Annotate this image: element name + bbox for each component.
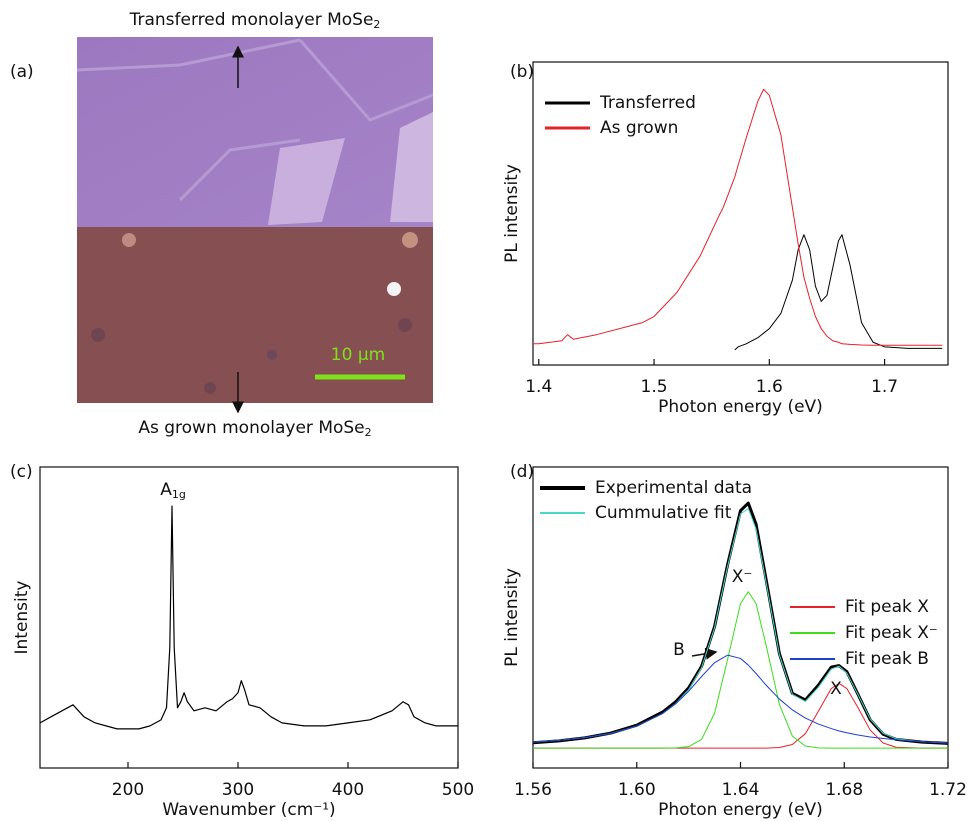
y-axis-label: PL intensity <box>502 164 522 263</box>
particle <box>91 328 105 342</box>
x-tick-label: 1.5 <box>641 377 668 397</box>
legend-label: Fit peak X⁻ <box>845 623 938 643</box>
legend-label: Experimental data <box>595 478 752 498</box>
scale-bar-label: 10 μm <box>331 345 385 365</box>
annotation-subscript: 1g <box>172 488 186 501</box>
x-tick-label: 300 <box>222 780 254 800</box>
plot-frame <box>532 61 949 366</box>
data-line <box>533 88 943 346</box>
micrograph: 10 μm <box>76 37 434 414</box>
y-axis-label: Intensity <box>12 581 32 655</box>
legend-label: Transferred <box>599 93 696 113</box>
legend-label: Cummulative fit <box>595 503 732 523</box>
data-line <box>39 505 458 730</box>
annotation-arrow <box>691 647 718 660</box>
x-tick-label: 1.68 <box>825 780 863 800</box>
x-tick-label: 1.7 <box>871 377 898 397</box>
y-axis-label: PL intensity <box>502 568 522 667</box>
panel-label: (a) <box>10 62 34 82</box>
legend-label: Fit peak B <box>845 649 929 669</box>
legend-label: Fit peak X <box>845 597 929 617</box>
x-tick-label: 1.4 <box>525 377 552 397</box>
data-line <box>734 234 943 351</box>
annotation: B <box>673 640 685 660</box>
x-tick-label: 1.72 <box>929 780 967 800</box>
particle <box>122 233 136 247</box>
particle <box>387 282 401 296</box>
data-line <box>533 591 948 749</box>
x-tick-label: 1.56 <box>514 780 552 800</box>
x-tick-label: 1.6 <box>756 377 783 397</box>
x-axis-label: Photon energy (eV) <box>658 800 823 820</box>
particle <box>398 318 412 332</box>
crack <box>76 38 434 202</box>
panel-label: (d) <box>510 462 534 482</box>
x-tick-label: 1.60 <box>618 780 656 800</box>
top-caption: Transferred monolayer MoSe2 <box>129 10 381 31</box>
x-tick-label: 400 <box>332 780 364 800</box>
flake <box>390 112 433 222</box>
annotation: A1g <box>160 480 186 501</box>
particle <box>402 232 418 248</box>
x-axis-label: Photon energy (eV) <box>658 397 823 417</box>
annotation: X⁻ <box>732 567 753 587</box>
data-line <box>532 654 949 744</box>
annotation: X <box>830 679 842 699</box>
annotation-text: X⁻ <box>732 567 753 587</box>
particle <box>267 350 277 360</box>
particle <box>204 382 216 394</box>
panel-label: (c) <box>10 462 33 482</box>
legend-label: As grown <box>600 118 678 138</box>
annotation-text: A <box>160 480 172 500</box>
grown-image <box>77 227 433 403</box>
plot-frame <box>39 466 459 769</box>
annotation-text: X <box>830 679 842 699</box>
bottom-caption: As grown monolayer MoSe2 <box>138 418 371 439</box>
x-tick-label: 200 <box>112 780 144 800</box>
x-tick-label: 500 <box>442 780 474 800</box>
annotation-text: B <box>673 640 685 660</box>
flake <box>268 138 345 225</box>
transferred-image <box>77 37 433 227</box>
grown-shade <box>77 227 433 403</box>
x-axis-label: Wavenumber (cm⁻¹) <box>162 800 335 820</box>
panel-label: (b) <box>510 62 534 82</box>
x-tick-label: 1.64 <box>722 780 760 800</box>
